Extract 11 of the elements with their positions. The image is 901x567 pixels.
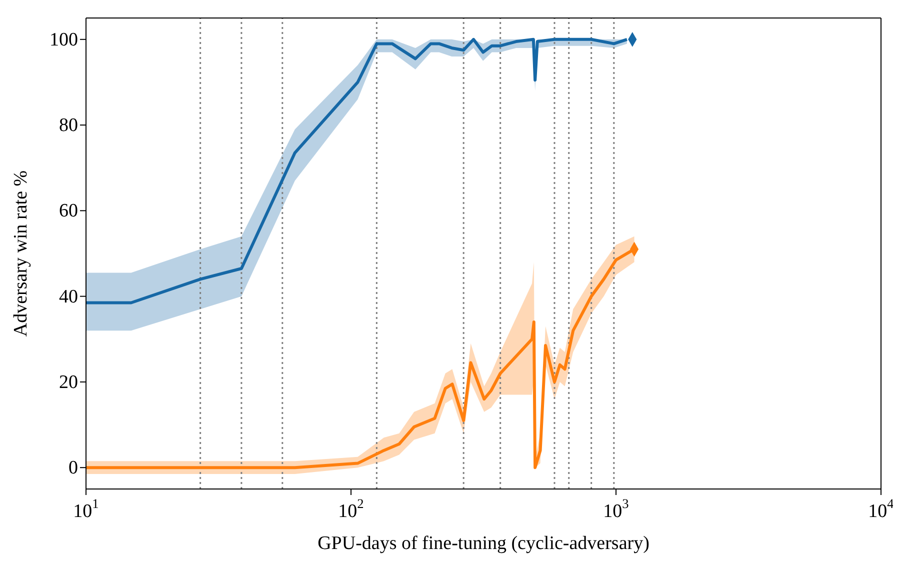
y-tick-label: 20 — [59, 371, 78, 392]
x-tick-label: 10$^{3}$ — [603, 496, 630, 522]
y-tick-label: 60 — [59, 200, 78, 222]
y-tick-label: 40 — [59, 286, 78, 307]
y-tick-label: 0 — [68, 457, 78, 478]
x-axis-title: GPU-days of fine-tuning (cyclic-adversary) — [318, 533, 650, 554]
x-tick-label: 10$^{1}$ — [73, 496, 99, 522]
x-tick-label: 10$^{2}$ — [338, 496, 364, 522]
y-tick-label: 80 — [59, 114, 78, 136]
y-axis-title: Adversary win rate % — [10, 170, 32, 337]
y-tick-label: 100 — [50, 28, 78, 50]
